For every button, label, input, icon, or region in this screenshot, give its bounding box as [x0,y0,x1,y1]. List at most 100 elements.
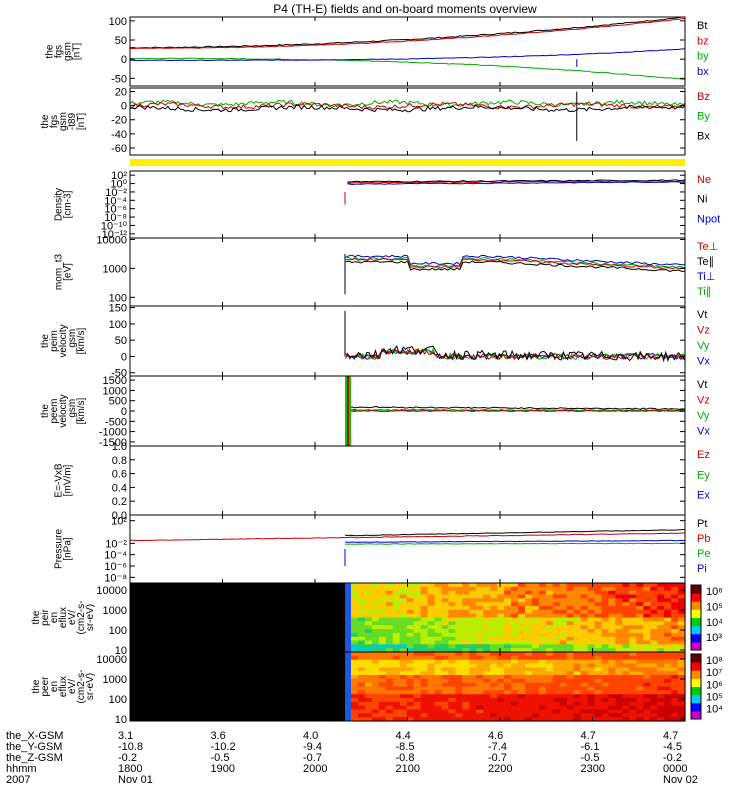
spectro-cell [469,609,477,615]
spectro-cell [559,602,568,607]
series-vz [345,348,686,361]
spectro-cell [531,648,540,653]
spectro-cell [650,713,658,718]
spectro-cell [518,659,526,665]
colorbar-step [691,710,701,720]
spectro-cell [483,640,491,645]
spectro-cell [378,586,387,592]
spectro-cell [364,629,373,634]
spectro-cell [462,609,470,615]
spectro-cell [427,583,436,588]
y-axis-label: [km/s] [76,327,87,354]
legend-Ey: Ey [697,469,710,481]
spectro-cell [462,675,470,680]
spectro-cell [497,663,505,668]
spectro-cell [601,636,610,642]
spectro-cell [643,617,651,622]
spectro-cell [351,659,359,665]
spectro-cell [413,659,422,665]
spectro-cell [462,701,470,707]
spectro-cell [518,594,526,599]
spectro-cell [413,678,422,684]
spectro-cell [594,690,603,695]
spectro-cell [594,652,603,657]
spectro-cell [538,640,547,645]
spectro-cell [566,663,575,668]
spectro-cell [490,652,498,657]
spectro-cell [392,632,401,638]
spectro-cell [351,713,359,718]
spectro-cell [511,671,519,676]
spectro-cell [399,659,408,665]
spectro-cell [490,717,498,722]
spectro-cell [601,663,610,668]
spectro-cell [518,709,526,714]
spectro-cell [413,586,422,592]
spectro-cell [664,598,672,603]
spectro-cell [601,644,610,649]
spectro-cell [490,583,498,588]
spectro-cell [448,690,456,695]
spectro-cell [469,602,477,607]
spectro-cell [441,705,450,711]
spectro-cell [385,690,394,695]
spectro-cell [441,694,450,699]
spectro-cell [573,652,582,657]
spectro-cell [580,709,589,714]
spectro-cell [434,694,443,699]
spectro-cell [538,690,547,695]
spectro-cell [573,629,582,634]
spectro-cell [671,690,679,695]
spectro-cell [434,613,443,619]
spectro-cell [650,675,658,680]
y-axis-label: eV/ [67,679,78,694]
spectro-cell [441,586,450,592]
spectro-cell [580,594,589,599]
spectro-cell [678,698,686,703]
spectro-cell [420,625,429,630]
spectro-cell [650,625,658,630]
spectro-cell [538,709,547,714]
spectro-cell [351,625,359,630]
spectro-cell [351,644,359,649]
spectro-cell [552,701,561,707]
spectro-cell [358,625,366,630]
spectro-cell [455,713,463,718]
spectro-cell [483,663,491,668]
spectro-cell [636,590,644,596]
spectro-cell [608,701,617,707]
spectro-cell [650,659,658,665]
spectro-cell [636,659,644,665]
spectro-cell [420,613,429,619]
spectro-cell [490,705,498,711]
spectro-cell [497,709,505,714]
spectro-cell [476,667,484,672]
spectro-cell [371,694,380,699]
spectro-cell [559,590,568,596]
spectro-cell [455,717,463,722]
spectro-cell [531,609,540,615]
spectro-cell [469,586,477,592]
spectro-cell [678,671,686,676]
spectro-cell [469,659,477,665]
spectro-cell [378,686,387,691]
spectro-cell [518,675,526,680]
spectro-cell [650,583,658,588]
spectro-cell [601,659,610,665]
spectro-cell [594,698,603,703]
spectro-cell [420,682,429,688]
spectro-cell [413,705,422,711]
spectro-cell [657,594,665,599]
spectro-cell [448,659,456,665]
spectro-cell [643,629,651,634]
y-tick-label: 1.0 [112,441,127,453]
spectro-cell [538,644,547,649]
spectro-cell [406,586,415,592]
spectro-cell [448,717,456,722]
spectro-cell [371,648,380,653]
spectro-cell [573,675,582,680]
spectro-cell [476,632,484,638]
spectro-cell [351,609,359,615]
